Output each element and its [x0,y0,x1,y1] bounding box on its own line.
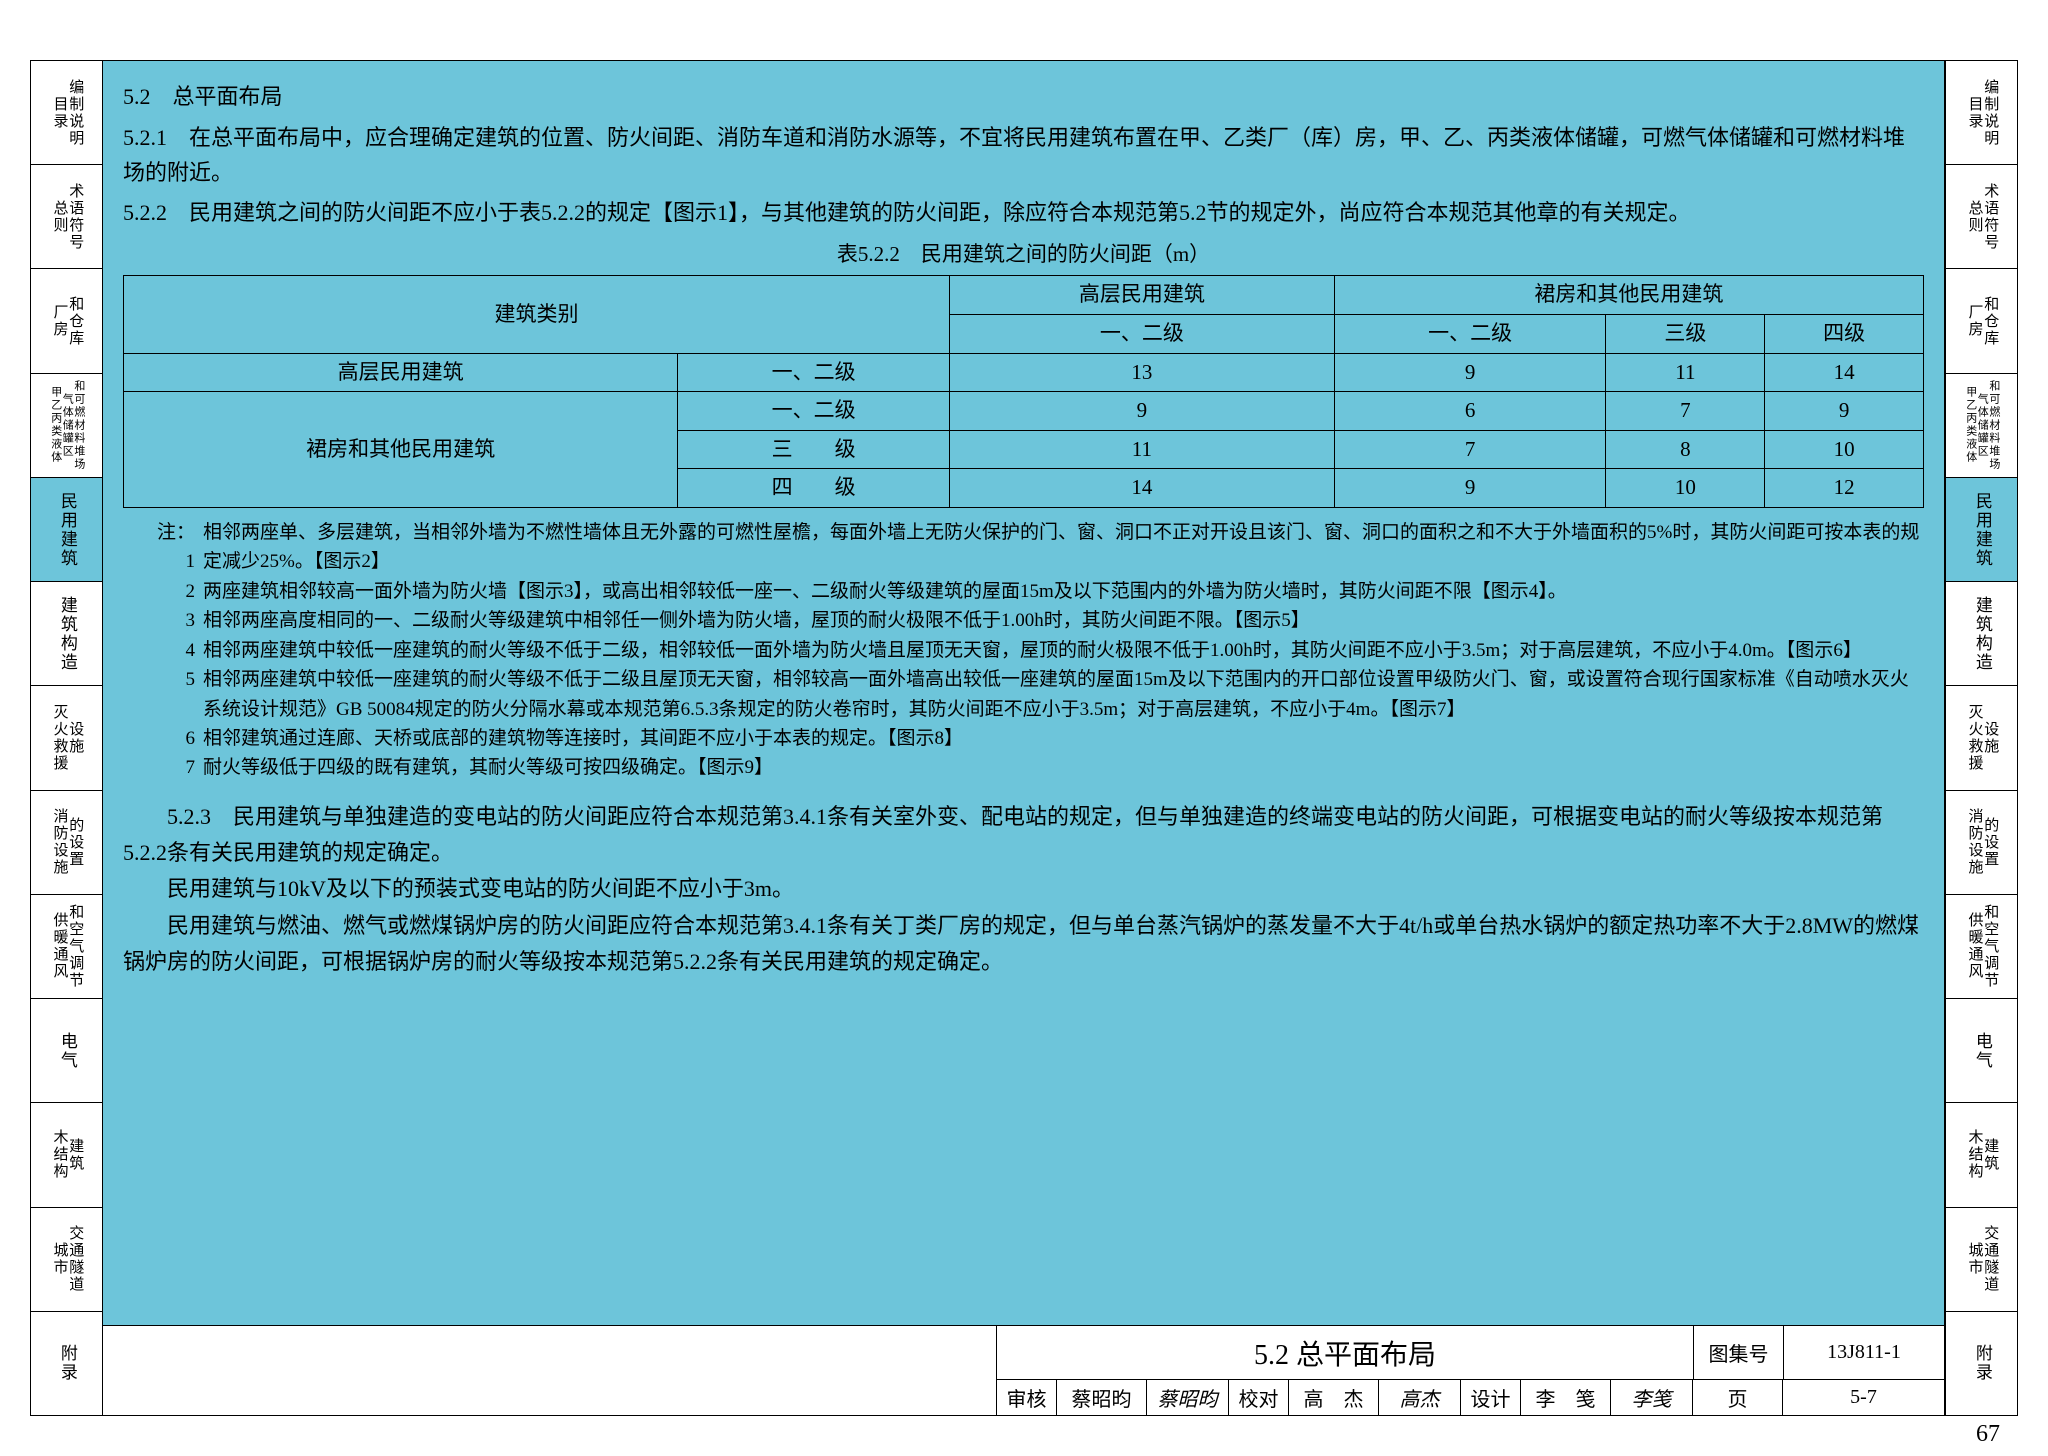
notes-block: 注： 1相邻两座单、多层建筑，当相邻外墙为不燃性墙体且无外露的可燃性屋檐，每面外… [123,518,1924,783]
sidebar-tab-6[interactable]: 灭火救援设施 [1946,686,2017,790]
th-l3: 三级 [1606,314,1765,353]
sidebar-tab-4[interactable]: 民用建筑 [1946,478,2017,582]
page-container: 目录编制说明总则术语符号厂房和仓库甲乙丙类液体气体储罐区和可燃材料堆场民用建筑建… [30,60,2018,1416]
section-title: 5.2 总平面布局 [123,79,1924,114]
note-2: 2两座建筑相邻较高一面外墙为防火墙【图示3】，或高出相邻较低一座一、二级耐火等级… [143,577,1924,606]
sidebar-tab-1[interactable]: 总则术语符号 [1946,165,2017,269]
content-body: 5.2 总平面布局 5.2.1 在总平面布局中，应合理确定建筑的位置、防火间距、… [103,61,1944,1325]
sidebar-tab-9[interactable]: 电气 [31,999,102,1103]
sidebar-tab-7[interactable]: 消防设施的设置 [31,791,102,895]
sidebar-tab-8[interactable]: 供暖通风和空气调节 [1946,895,2017,999]
table-title: 表5.2.2 民用建筑之间的防火间距（m） [123,238,1924,272]
atlas-value: 13J811-1 [1784,1326,1944,1379]
sidebar-tab-12[interactable]: 附录 [31,1312,102,1415]
sidebar-tab-3[interactable]: 甲乙丙类液体气体储罐区和可燃材料堆场 [31,374,102,478]
main-content: 5.2 总平面布局 5.2.1 在总平面布局中，应合理确定建筑的位置、防火间距、… [103,61,1945,1415]
sidebar-tab-8[interactable]: 供暖通风和空气调节 [31,895,102,999]
note-6: 6相邻建筑通过连廊、天桥或底部的建筑物等连接时，其间距不应小于本表的规定。【图示… [143,724,1924,753]
th-l12b: 一、二级 [1334,314,1606,353]
sidebar-tab-4[interactable]: 民用建筑 [31,478,102,582]
note-5: 5相邻两座建筑中较低一座建筑的耐火等级不低于二级且屋顶无天窗，相邻较高一面外墙高… [143,665,1924,724]
sidebar-left: 目录编制说明总则术语符号厂房和仓库甲乙丙类液体气体储罐区和可燃材料堆场民用建筑建… [31,61,103,1415]
footer-right: 5.2 总平面布局 图集号 13J811-1 审核蔡昭昀蔡昭昀校对高 杰高杰设计… [996,1326,1944,1415]
th-l12a: 一、二级 [949,314,1334,353]
sidebar-tab-7[interactable]: 消防设施的设置 [1946,791,2017,895]
sidebar-tab-10[interactable]: 木结构建筑 [1946,1103,2017,1207]
sidebar-tab-5[interactable]: 建筑构造 [31,582,102,686]
footer-bottom: 审核蔡昭昀蔡昭昀校对高 杰高杰设计李 笺李笺页5-7 [996,1379,1944,1415]
sidebar-right: 目录编制说明总则术语符号厂房和仓库甲乙丙类液体气体储罐区和可燃材料堆场民用建筑建… [1945,61,2017,1415]
sidebar-tab-2[interactable]: 厂房和仓库 [1946,269,2017,373]
sidebar-tab-0[interactable]: 目录编制说明 [1946,61,2017,165]
atlas-label: 图集号 [1694,1326,1784,1379]
footer-title: 5.2 总平面布局 [997,1326,1694,1379]
th-highrise: 高层民用建筑 [949,276,1334,315]
note-7: 7耐火等级低于四级的既有建筑，其耐火等级可按四级确定。【图示9】 [143,753,1924,782]
sidebar-tab-10[interactable]: 木结构建筑 [31,1103,102,1207]
sidebar-tab-3[interactable]: 甲乙丙类液体气体储罐区和可燃材料堆场 [1946,374,2017,478]
note-3: 3相邻两座高度相同的一、二级耐火等级建筑中相邻任一侧外墙为防火墙，屋顶的耐火极限… [143,606,1924,635]
note-1: 注： 1相邻两座单、多层建筑，当相邻外墙为不燃性墙体且无外露的可燃性屋檐，每面外… [143,518,1924,577]
sidebar-tab-6[interactable]: 灭火救援设施 [31,686,102,790]
para-522: 5.2.2 民用建筑之间的防火间距不应小于表5.2.2的规定【图示1】，与其他建… [123,195,1924,230]
sidebar-tab-11[interactable]: 城市交通隧道 [31,1208,102,1312]
note-4: 4相邻两座建筑中较低一座建筑的耐火等级不低于二级，相邻较低一面外墙为防火墙且屋顶… [143,636,1924,665]
p523a: 5.2.3 民用建筑与单独建造的变电站的防火间距应符合本规范第3.4.1条有关室… [123,799,1924,872]
p523c: 民用建筑与燃油、燃气或燃煤锅炉房的防火间距应符合本规范第3.4.1条有关丁类厂房… [123,908,1924,981]
p523b: 民用建筑与10kV及以下的预装式变电站的防火间距不应小于3m。 [123,871,1924,907]
para-523: 5.2.3 民用建筑与单独建造的变电站的防火间距应符合本规范第3.4.1条有关室… [123,799,1924,980]
sidebar-tab-9[interactable]: 电气 [1946,999,2017,1103]
sidebar-tab-1[interactable]: 总则术语符号 [31,165,102,269]
footer-spacer [103,1326,996,1415]
para-521: 5.2.1 在总平面布局中，应合理确定建筑的位置、防火间距、消防车道和消防水源等… [123,120,1924,190]
th-l4: 四级 [1765,314,1924,353]
sidebar-tab-2[interactable]: 厂房和仓库 [31,269,102,373]
page-number: 67 [1976,1421,2000,1448]
fire-distance-table: 建筑类别 高层民用建筑 裙房和其他民用建筑 一、二级 一、二级 三级 四级 高层… [123,275,1924,508]
th-category: 建筑类别 [124,276,950,353]
sidebar-tab-11[interactable]: 城市交通隧道 [1946,1208,2017,1312]
footer: 5.2 总平面布局 图集号 13J811-1 审核蔡昭昀蔡昭昀校对高 杰高杰设计… [103,1325,1944,1415]
th-podium: 裙房和其他民用建筑 [1334,276,1923,315]
sidebar-tab-0[interactable]: 目录编制说明 [31,61,102,165]
sidebar-tab-5[interactable]: 建筑构造 [1946,582,2017,686]
sidebar-tab-12[interactable]: 附录 [1946,1312,2017,1415]
